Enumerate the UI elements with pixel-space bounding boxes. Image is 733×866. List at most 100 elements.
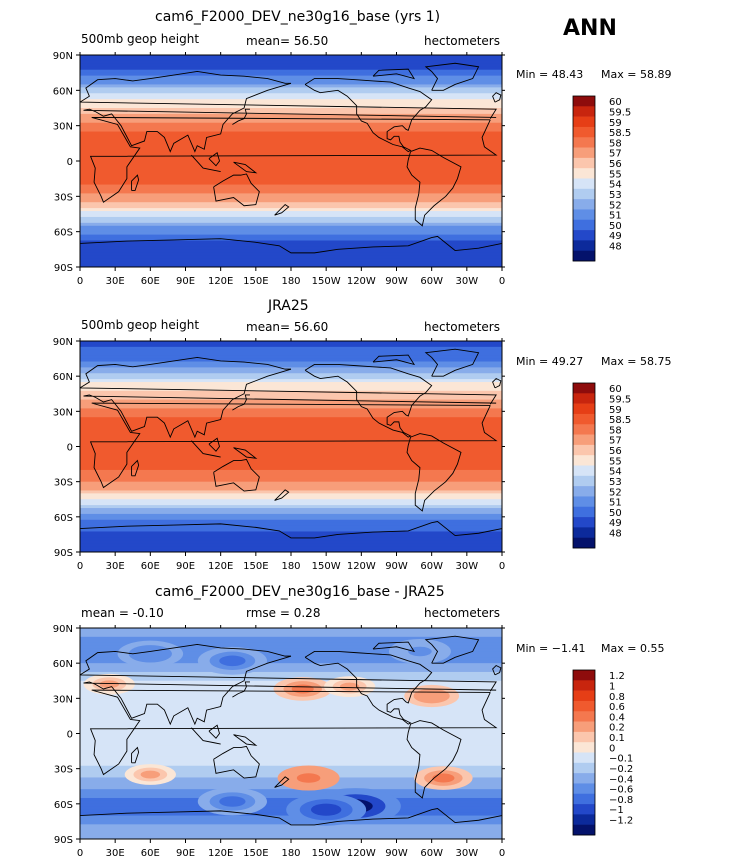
field-band [80, 379, 502, 383]
colorbar-swatch [573, 116, 595, 128]
colorbar-label: 0.2 [609, 723, 625, 734]
panel-2-min: Min = 49.27 [516, 355, 584, 368]
field-band [80, 178, 502, 183]
field-band [80, 666, 502, 670]
field-band [80, 155, 502, 159]
coastline [304, 363, 433, 438]
field-band [80, 707, 502, 711]
field-band [80, 645, 502, 650]
anomaly-contour [219, 796, 246, 807]
colorbar-label: 50 [609, 221, 622, 232]
field-band [80, 166, 502, 171]
field-band [80, 446, 502, 451]
field-band [80, 461, 502, 465]
colorbar-label: −0.4 [609, 774, 633, 785]
coastline [406, 147, 462, 227]
coastline [208, 724, 220, 739]
colorbar-label: −0.6 [609, 785, 633, 796]
coastline [232, 681, 250, 698]
colorbar-swatch [573, 147, 595, 159]
field-band [80, 108, 502, 112]
colorbar-label: 52 [609, 200, 622, 211]
field-band [80, 399, 502, 404]
field-band [80, 414, 502, 418]
colorbar-swatch [573, 700, 595, 712]
field-band [80, 475, 502, 480]
coastline [213, 745, 260, 779]
colorbar-label: −0.1 [609, 754, 633, 765]
colorbar-label: 0 [609, 743, 615, 754]
field-band [80, 739, 502, 743]
colorbar-label: 48 [609, 242, 622, 253]
field-band [80, 341, 502, 345]
field-band [80, 396, 502, 401]
coastline [406, 433, 462, 512]
field-band [80, 390, 502, 395]
field-band [80, 464, 502, 468]
field-band [80, 484, 502, 489]
field-band [80, 499, 502, 503]
colorbar-swatch [573, 804, 595, 815]
field-band [80, 724, 502, 729]
field-band [80, 490, 502, 494]
colorbar-swatch [573, 711, 595, 722]
field-band [80, 525, 502, 530]
colorbar-swatch [573, 680, 595, 691]
field-band [80, 467, 502, 471]
field-band [80, 736, 502, 740]
anomaly-contour [421, 691, 443, 701]
x-tick-label: 0 [499, 848, 505, 859]
panel-2-left-string: 500mb geop height [81, 318, 200, 332]
field-band [80, 502, 502, 506]
field-band [80, 836, 502, 839]
coastline [80, 235, 502, 254]
anomaly-contour [99, 680, 120, 689]
field-band [80, 249, 502, 253]
field-band [80, 255, 502, 259]
field-band [80, 513, 502, 518]
field-band [80, 795, 502, 799]
panel-2-mean: mean= 56.60 [246, 320, 329, 334]
colorbar-label: 52 [609, 487, 622, 498]
field-band [80, 75, 502, 80]
field-band [80, 630, 502, 635]
x-tick-label: 120W [347, 561, 376, 572]
field-band [80, 158, 502, 162]
coastline [232, 108, 250, 125]
field-band [80, 252, 502, 256]
field-band [80, 660, 502, 664]
colorbar-label: 56 [609, 159, 622, 170]
field-band [80, 90, 502, 94]
field-band [80, 152, 502, 156]
x-tick-label: 60E [141, 848, 160, 859]
field-band [80, 830, 502, 834]
panel-3-max: Max = 0.55 [601, 642, 665, 655]
x-tick-label: 90W [385, 848, 408, 859]
colorbar-swatch [573, 721, 595, 733]
x-tick-label: 90E [176, 848, 195, 859]
field-band [80, 478, 502, 483]
panel-3-units: hectometers [424, 606, 500, 620]
colorbar-swatch [573, 465, 595, 477]
field-band [80, 219, 502, 224]
colorbar-label: 0.4 [609, 712, 625, 723]
field-band [80, 437, 502, 442]
field-band [80, 712, 502, 717]
coastline [83, 655, 497, 726]
x-tick-label: 150W [312, 276, 341, 287]
panel-2-title: JRA25 [268, 298, 309, 314]
field-band [80, 704, 502, 708]
colorbar-swatch [573, 517, 595, 528]
coastline [131, 174, 140, 191]
x-tick-label: 60W [420, 848, 443, 859]
field-band [80, 66, 502, 71]
colorbar-label: 54 [609, 467, 622, 478]
x-tick-label: 0 [77, 848, 83, 859]
field-band [80, 72, 502, 77]
x-tick-label: 180 [281, 276, 300, 287]
field-band [80, 137, 502, 141]
x-tick-label: 120E [208, 276, 233, 287]
colorbar-swatch [573, 506, 595, 518]
